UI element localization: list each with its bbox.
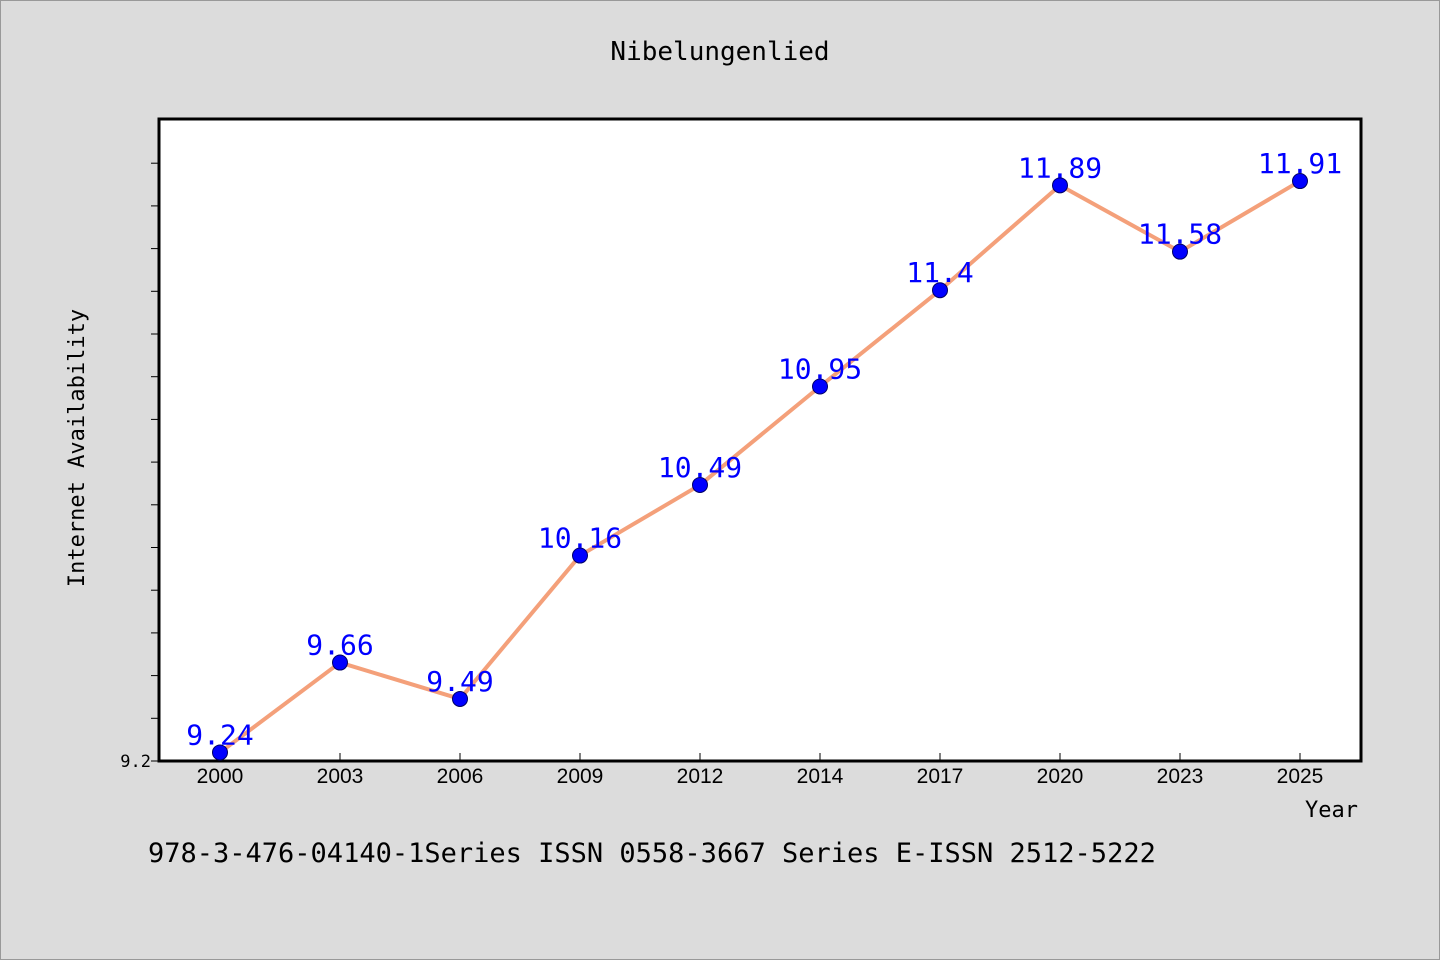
data-points	[212, 173, 1308, 761]
data-point	[572, 547, 588, 564]
data-point	[932, 282, 948, 299]
data-point	[1172, 243, 1188, 260]
x-tick-label: 2000	[197, 765, 244, 788]
data-point	[1292, 173, 1308, 190]
data-label: 11.58	[1138, 218, 1222, 251]
data-point	[812, 378, 828, 395]
data-point	[332, 654, 348, 671]
x-tick-label: 2014	[797, 765, 844, 788]
data-label: 11.4	[906, 256, 973, 289]
y-axis-ticks	[151, 162, 159, 762]
y-axis-label: Internet Availability	[65, 309, 90, 587]
x-tick-label: 2009	[557, 765, 604, 788]
x-tick-label: 2012	[677, 765, 724, 788]
x-axis-label: Year	[1305, 798, 1358, 823]
data-point	[1052, 177, 1068, 194]
data-label: 11.89	[1018, 151, 1102, 184]
data-label: 9.66	[306, 629, 373, 662]
data-label: 9.49	[426, 665, 493, 698]
x-tick-label: 2003	[317, 765, 364, 788]
data-point	[692, 476, 708, 493]
y-tick-label: 9.2	[120, 752, 151, 772]
chart-title: Nibelungenlied	[610, 37, 829, 67]
y-axis-tick-labels: 9.2	[120, 752, 151, 772]
x-tick-label: 2006	[437, 765, 484, 788]
data-label: 10.95	[778, 353, 862, 386]
data-point	[452, 690, 468, 707]
series-line	[218, 179, 1302, 755]
x-tick-label: 2017	[917, 765, 964, 788]
plot-area	[157, 117, 1363, 763]
data-label: 10.16	[538, 522, 622, 555]
x-tick-label: 2025	[1277, 765, 1324, 788]
footer-text: 978-3-476-04140-1Series ISSN 0558-3667 S…	[148, 838, 1156, 869]
data-label: 10.49	[658, 451, 742, 484]
data-labels: 9.24 9.66 9.49 10.16 10.49 10.95 11.4 11.89 11.5…	[186, 147, 1342, 751]
data-point	[212, 744, 228, 761]
data-label: 11.91	[1258, 147, 1342, 180]
data-label: 9.24	[186, 718, 253, 751]
x-tick-label: 2023	[1157, 765, 1204, 788]
x-tick-label: 2020	[1037, 765, 1084, 788]
x-axis-tick-labels: 2000 2003 2006 2009 2012 2014 2017 2020 2023 2025	[197, 765, 1324, 788]
